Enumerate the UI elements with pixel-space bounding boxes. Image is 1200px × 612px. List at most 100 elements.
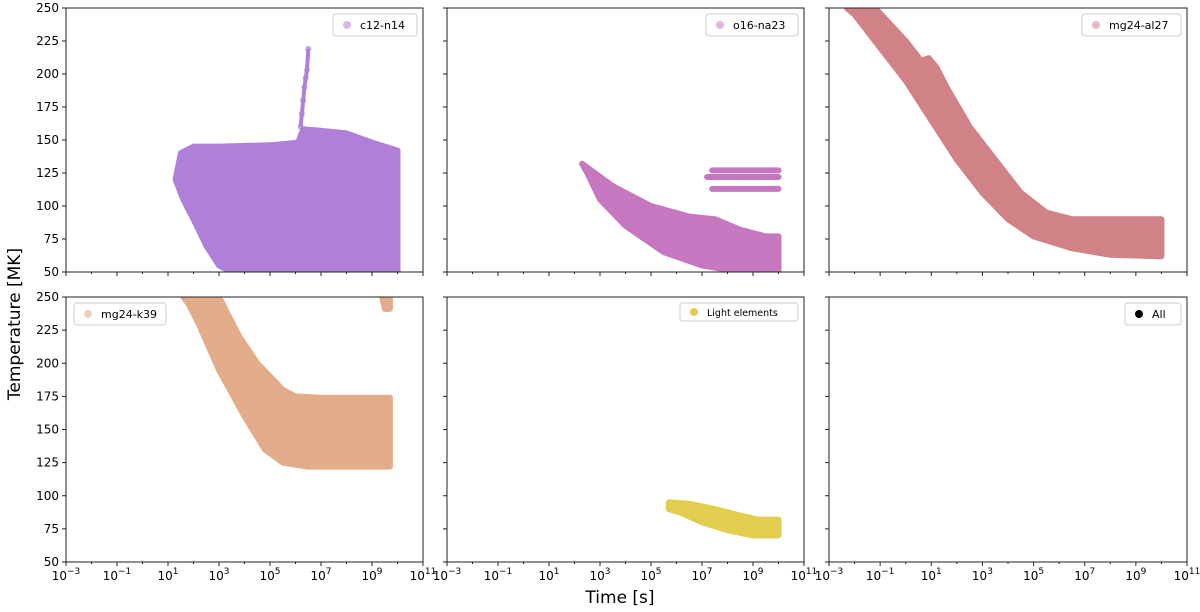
y-tick-label: 200 <box>36 356 59 370</box>
x-tick-label: 105 <box>640 567 661 583</box>
y-tick-label: 75 <box>44 232 59 246</box>
y-tick-label: 100 <box>36 489 59 503</box>
x-tick-label-base: 10 <box>742 569 757 583</box>
legend-box <box>1081 13 1182 37</box>
x-tick-label-base: 10 <box>791 569 806 583</box>
x-tick-label-exponent: 11 <box>806 567 817 577</box>
x-tick-label: 10−3 <box>815 567 844 583</box>
x-tick-label-base: 10 <box>259 569 274 583</box>
x-tick-label-exponent: −1 <box>499 567 512 577</box>
x-tick-label-base: 10 <box>640 569 655 583</box>
x-tick-label-base: 10 <box>538 569 553 583</box>
x-tick-label-exponent: 9 <box>377 567 383 577</box>
y-tick-label: 200 <box>36 67 59 81</box>
x-tick-label-exponent: 1 <box>936 567 942 577</box>
x-tick-label-exponent: 11 <box>425 567 436 577</box>
x-tick-label-base: 10 <box>589 569 604 583</box>
x-tick-label-base: 10 <box>208 569 223 583</box>
series-Light elements <box>665 499 782 539</box>
x-tick-label-exponent: 9 <box>1141 567 1147 577</box>
legend-label: Light elements <box>707 308 778 319</box>
x-tick-label-base: 10 <box>1125 569 1140 583</box>
x-tick-label-base: 10 <box>52 569 67 583</box>
legend-marker <box>84 310 92 318</box>
x-tick-label-base: 10 <box>433 569 448 583</box>
y-tick-label: 225 <box>36 34 59 48</box>
x-tick-label-exponent: 1 <box>554 567 560 577</box>
x-tick-label-base: 10 <box>361 569 376 583</box>
x-tick-label-exponent: 7 <box>1089 567 1095 577</box>
x-tick-label: 103 <box>208 567 229 583</box>
legend-label: c12-n14 <box>360 19 405 32</box>
legend-box <box>679 302 799 322</box>
x-tick-label: 109 <box>361 567 382 583</box>
y-tick-label: 150 <box>36 423 59 437</box>
x-tick-label-exponent: −3 <box>67 567 80 577</box>
legend-box <box>705 13 799 37</box>
series-mg24-k39 <box>180 297 393 470</box>
y-tick-label: 50 <box>44 555 59 569</box>
x-tick-label-base: 10 <box>866 569 881 583</box>
data-band <box>579 160 782 272</box>
x-tick-label: 1011 <box>410 567 437 583</box>
x-axis-title: Time [s] <box>584 588 654 608</box>
x-tick-label: 10−3 <box>52 567 81 583</box>
y-tick-label: 125 <box>36 456 59 470</box>
x-tick-label: 101 <box>538 567 559 583</box>
legend-label: o16-na23 <box>733 19 785 32</box>
x-tick-label-base: 10 <box>1074 569 1089 583</box>
x-tick-label: 107 <box>691 567 712 583</box>
x-tick-label: 101 <box>157 567 178 583</box>
series-mg24-al27 <box>843 8 1165 260</box>
y-tick-label: 125 <box>36 166 59 180</box>
x-tick-label-base: 10 <box>1023 569 1038 583</box>
x-tick-label-base: 10 <box>691 569 706 583</box>
x-tick-label-base: 10 <box>484 569 499 583</box>
legend-box <box>1124 302 1182 326</box>
panel-top-left: 50 75 100 125 150 175 200 225 250 c12-n14 <box>36 1 424 279</box>
x-tick-label: 10−1 <box>866 567 895 583</box>
y-tick-label: 100 <box>36 199 59 213</box>
x-tick-label-exponent: 1 <box>173 567 179 577</box>
x-tick-label-base: 10 <box>921 569 936 583</box>
x-tick-label: 101 <box>921 567 942 583</box>
y-tick-label: 50 <box>44 265 59 279</box>
x-tick-label-exponent: 3 <box>224 567 230 577</box>
x-tick-label: 103 <box>972 567 993 583</box>
x-tick-label-exponent: −3 <box>448 567 461 577</box>
x-tick-label-exponent: 11 <box>1189 567 1200 577</box>
panel-top-middle: o16-na23 <box>443 7 805 276</box>
legend-marker <box>1135 310 1143 318</box>
y-tick-label: 175 <box>36 389 59 403</box>
legend-box <box>73 302 167 326</box>
data-band <box>379 297 393 312</box>
x-tick-label-exponent: 5 <box>656 567 662 577</box>
x-tick-label: 109 <box>742 567 763 583</box>
legend-label: mg24-al27 <box>1109 19 1168 32</box>
x-tick-label: 10−1 <box>484 567 513 583</box>
x-tick-label-exponent: 7 <box>707 567 713 577</box>
y-tick-label: 75 <box>44 522 59 536</box>
legend-label: mg24-k39 <box>101 308 157 321</box>
x-tick-label-exponent: 5 <box>1038 567 1044 577</box>
x-tick-label-exponent: 3 <box>605 567 611 577</box>
legend-label: All <box>1152 308 1166 321</box>
x-tick-label: 10−3 <box>433 567 462 583</box>
x-tick-label: 103 <box>589 567 610 583</box>
x-tick-label: 105 <box>259 567 280 583</box>
x-tick-label-base: 10 <box>1174 569 1189 583</box>
data-band <box>843 8 1165 260</box>
x-tick-label-base: 10 <box>157 569 172 583</box>
x-tick-label: 107 <box>1074 567 1095 583</box>
x-tick-label-exponent: −1 <box>118 567 131 577</box>
x-tick-label: 1011 <box>791 567 818 583</box>
data-spike-line <box>298 48 311 127</box>
x-tick-label-exponent: −3 <box>830 567 843 577</box>
legend-marker <box>1092 21 1100 29</box>
y-tick-label: 250 <box>36 290 59 304</box>
